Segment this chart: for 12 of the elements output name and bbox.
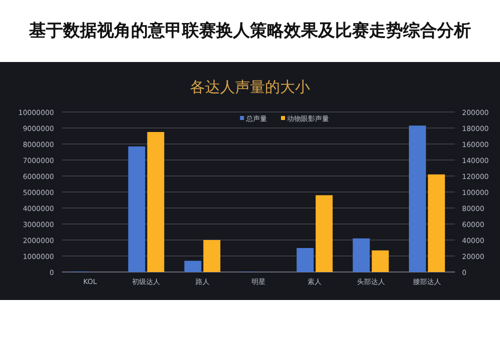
bar bbox=[203, 240, 220, 272]
bar bbox=[428, 174, 445, 272]
text: 基于数据视角的意甲联赛换人策略效果及比赛走势综合分析 bbox=[28, 21, 471, 41]
bar bbox=[184, 260, 202, 272]
chart-title: 各达人声量的大小 bbox=[190, 78, 310, 96]
bar bbox=[128, 146, 146, 272]
bar bbox=[408, 126, 426, 272]
bar bbox=[352, 238, 370, 272]
bar bbox=[372, 250, 389, 272]
bar bbox=[296, 248, 314, 272]
bar bbox=[316, 195, 333, 272]
bar bbox=[147, 132, 164, 272]
